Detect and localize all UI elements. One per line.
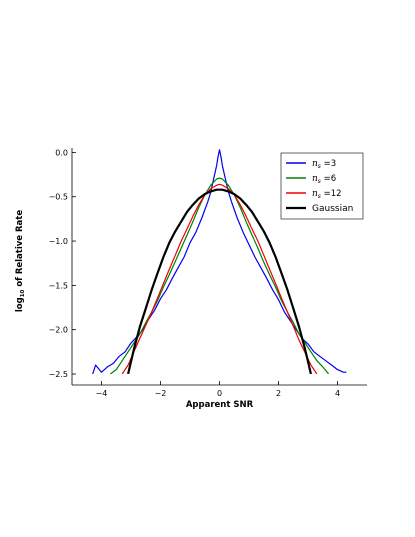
y-tick-label: −1.5 bbox=[49, 281, 68, 290]
axes: −4 −2 0 2 4 0.0 −0.5 −1.0 −1.5 −2.0 −2.5 bbox=[49, 148, 367, 398]
series-line-2 bbox=[109, 177, 330, 374]
x-tick-label: 2 bbox=[276, 389, 281, 398]
x-tick-label: −2 bbox=[155, 389, 167, 398]
y-tick-label: 0.0 bbox=[55, 148, 68, 157]
x-tick-label: −4 bbox=[96, 389, 108, 398]
legend: ns =3 ns =6 ns =12 Gaussian bbox=[280, 152, 364, 220]
y-tick-label: −1.0 bbox=[49, 237, 68, 246]
x-tick-label: 0 bbox=[217, 389, 222, 398]
series-line-4 bbox=[127, 188, 312, 374]
y-tick-label: −2.0 bbox=[49, 326, 68, 335]
x-tick-label: 4 bbox=[335, 389, 340, 398]
series-line-3 bbox=[121, 183, 318, 374]
y-tick-label: −2.5 bbox=[49, 370, 68, 379]
legend-label: Gaussian bbox=[312, 204, 353, 214]
series-layer bbox=[92, 149, 347, 374]
y-axis-label: log10 of Relative Rate bbox=[15, 210, 26, 313]
y-tick-label: −0.5 bbox=[49, 193, 68, 202]
legend-label: ns =3 bbox=[312, 159, 336, 170]
legend-label: ns =6 bbox=[312, 174, 336, 185]
legend-label: ns =12 bbox=[312, 189, 342, 200]
x-axis-label: Apparent SNR bbox=[186, 400, 254, 410]
